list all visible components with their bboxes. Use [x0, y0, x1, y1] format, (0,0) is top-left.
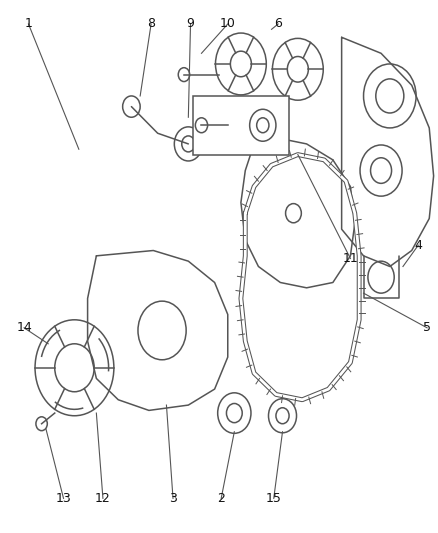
- Text: 14: 14: [16, 321, 32, 334]
- Text: 8: 8: [147, 18, 155, 30]
- Text: 10: 10: [220, 18, 236, 30]
- Bar: [193, 96, 289, 155]
- Text: 6: 6: [274, 18, 282, 30]
- Text: 1: 1: [25, 18, 32, 30]
- Text: 11: 11: [343, 252, 358, 265]
- Text: 15: 15: [266, 492, 282, 505]
- Text: 13: 13: [56, 492, 71, 505]
- Text: 3: 3: [169, 492, 177, 505]
- Text: 4: 4: [414, 239, 422, 252]
- Text: 12: 12: [95, 492, 111, 505]
- Text: 9: 9: [187, 18, 194, 30]
- Text: 5: 5: [423, 321, 431, 334]
- Text: 2: 2: [217, 492, 225, 505]
